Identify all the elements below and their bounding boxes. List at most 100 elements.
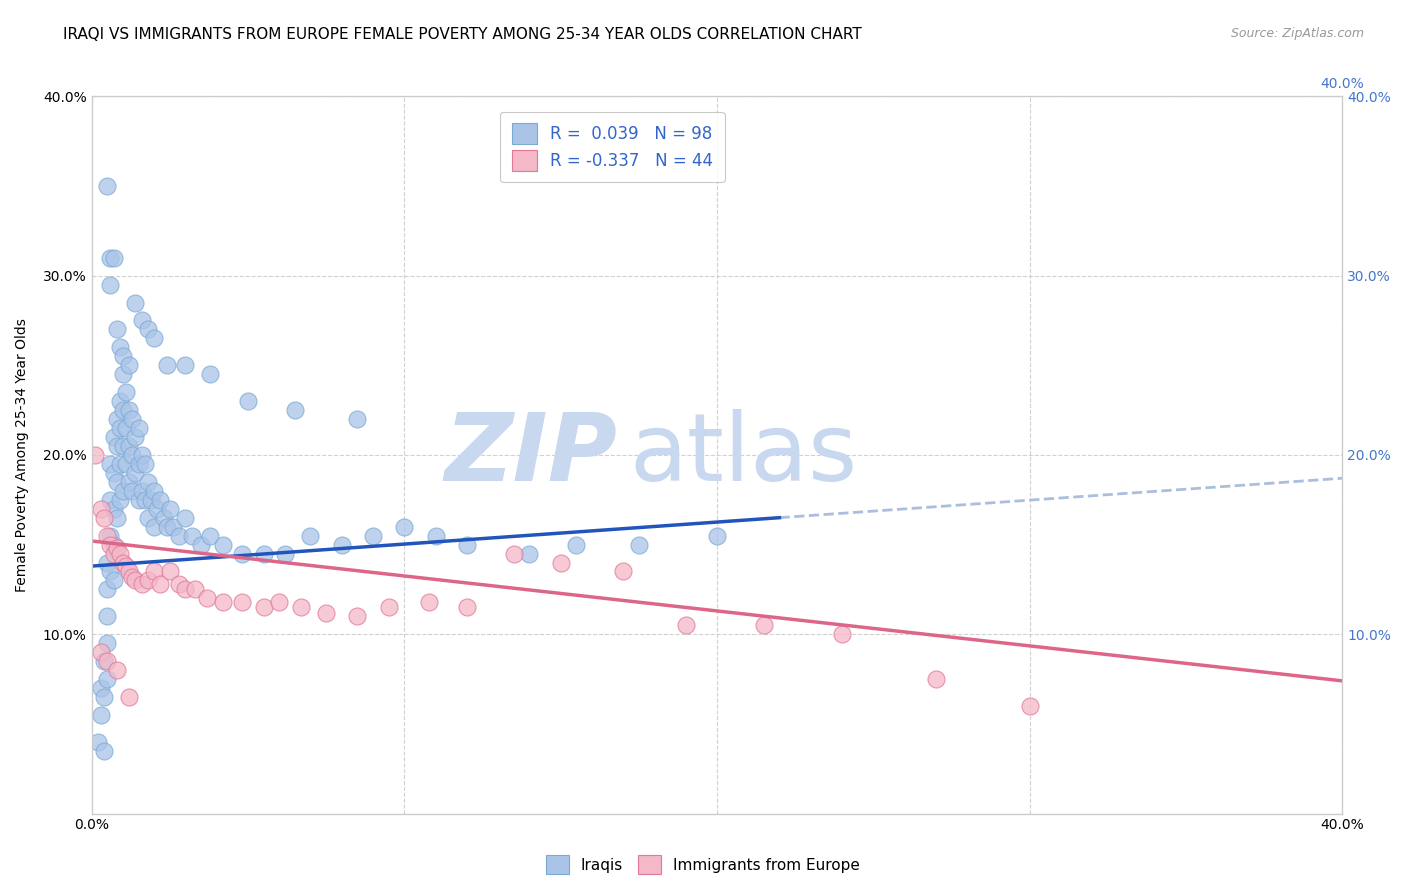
Point <box>131 483 153 498</box>
Point <box>831 627 853 641</box>
Point <box>93 510 115 524</box>
Point <box>96 528 118 542</box>
Point <box>143 565 166 579</box>
Point <box>93 654 115 668</box>
Point <box>418 595 440 609</box>
Point <box>96 636 118 650</box>
Point <box>111 368 134 382</box>
Point <box>174 510 197 524</box>
Point <box>200 368 222 382</box>
Point <box>83 448 105 462</box>
Point <box>136 510 159 524</box>
Point <box>149 577 172 591</box>
Point <box>111 483 134 498</box>
Point <box>284 403 307 417</box>
Point <box>118 403 141 417</box>
Point <box>517 547 540 561</box>
Point <box>152 510 174 524</box>
Point <box>115 385 138 400</box>
Point <box>146 501 169 516</box>
Legend: R =  0.039   N = 98, R = -0.337   N = 44: R = 0.039 N = 98, R = -0.337 N = 44 <box>501 112 725 183</box>
Point <box>93 690 115 704</box>
Point <box>96 654 118 668</box>
Point <box>100 457 122 471</box>
Point <box>108 394 131 409</box>
Point <box>456 538 478 552</box>
Point <box>174 358 197 372</box>
Point <box>195 591 218 606</box>
Point <box>105 412 128 426</box>
Point <box>111 556 134 570</box>
Point <box>103 501 125 516</box>
Point <box>100 528 122 542</box>
Point <box>1018 698 1040 713</box>
Point <box>103 574 125 588</box>
Point <box>394 519 416 533</box>
Point <box>90 681 112 695</box>
Point <box>159 565 181 579</box>
Point <box>231 595 253 609</box>
Point <box>456 600 478 615</box>
Point <box>100 492 122 507</box>
Legend: Iraqis, Immigrants from Europe: Iraqis, Immigrants from Europe <box>540 849 866 880</box>
Point <box>156 358 179 372</box>
Point <box>346 609 368 624</box>
Text: Source: ZipAtlas.com: Source: ZipAtlas.com <box>1230 27 1364 40</box>
Point <box>105 322 128 336</box>
Point <box>96 556 118 570</box>
Point <box>612 565 634 579</box>
Point <box>90 707 112 722</box>
Point <box>134 457 156 471</box>
Point <box>136 574 159 588</box>
Point <box>162 519 184 533</box>
Point <box>108 421 131 435</box>
Point <box>184 582 207 597</box>
Point <box>174 582 197 597</box>
Point <box>167 577 190 591</box>
Text: IRAQI VS IMMIGRANTS FROM EUROPE FEMALE POVERTY AMONG 25-34 YEAR OLDS CORRELATION: IRAQI VS IMMIGRANTS FROM EUROPE FEMALE P… <box>63 27 862 42</box>
Point <box>105 541 128 556</box>
Point <box>108 340 131 354</box>
Text: ZIP: ZIP <box>444 409 617 501</box>
Point <box>90 501 112 516</box>
Point <box>377 600 399 615</box>
Point <box>752 618 775 632</box>
Point <box>139 492 162 507</box>
Point <box>115 457 138 471</box>
Point <box>111 439 134 453</box>
Point <box>627 538 650 552</box>
Point <box>200 528 222 542</box>
Point <box>290 600 312 615</box>
Point <box>100 538 122 552</box>
Point <box>108 457 131 471</box>
Point <box>131 448 153 462</box>
Point <box>121 448 143 462</box>
Point <box>124 430 146 444</box>
Point <box>128 421 150 435</box>
Point <box>108 547 131 561</box>
Point <box>121 570 143 584</box>
Point <box>502 547 524 561</box>
Point <box>115 421 138 435</box>
Point <box>96 582 118 597</box>
Point <box>134 492 156 507</box>
Point <box>118 475 141 489</box>
Point <box>299 528 322 542</box>
Point <box>167 528 190 542</box>
Point <box>565 538 588 552</box>
Point <box>124 295 146 310</box>
Point <box>425 528 447 542</box>
Point <box>90 645 112 659</box>
Point <box>103 538 125 552</box>
Point <box>131 577 153 591</box>
Point <box>103 547 125 561</box>
Point <box>105 510 128 524</box>
Point <box>105 439 128 453</box>
Y-axis label: Female Poverty Among 25-34 Year Olds: Female Poverty Among 25-34 Year Olds <box>15 318 30 592</box>
Point <box>121 412 143 426</box>
Point <box>330 538 353 552</box>
Point <box>925 672 948 686</box>
Point <box>124 466 146 480</box>
Point <box>212 538 235 552</box>
Point <box>706 528 728 542</box>
